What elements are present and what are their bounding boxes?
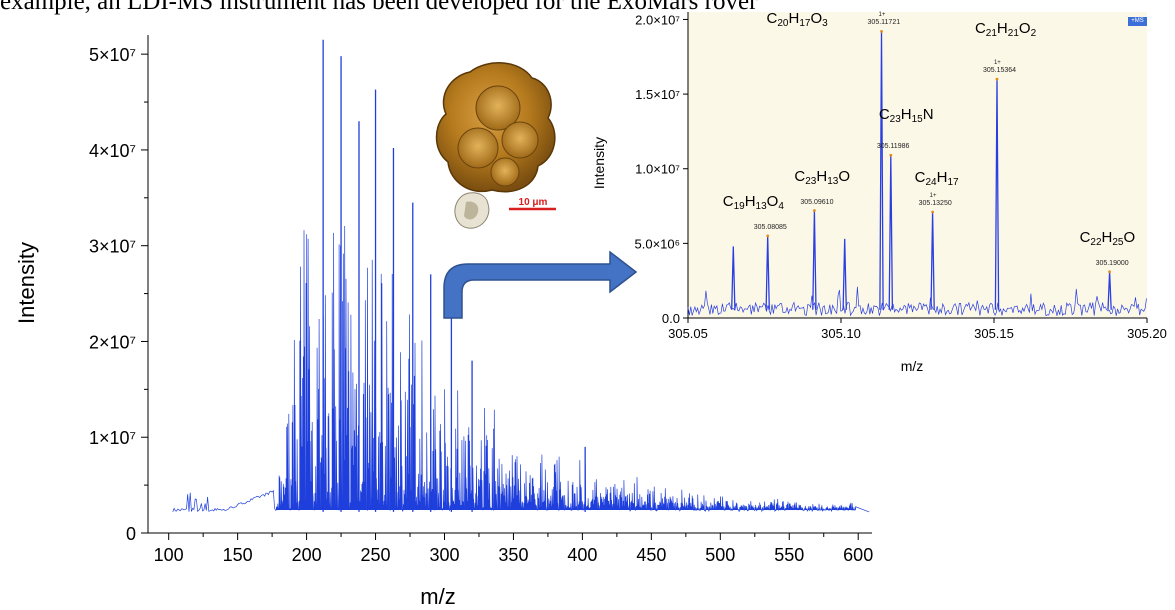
inset-peak-charge: 1+ <box>878 12 886 19</box>
main-x-tick-label: 100 <box>154 545 184 565</box>
inset-peak-marker <box>889 153 893 157</box>
main-spectrum-trace <box>172 225 870 513</box>
main-x-axis-label: m/z <box>420 584 455 609</box>
inset-peak <box>812 210 817 310</box>
main-x-tick-label: 400 <box>567 545 597 565</box>
inset-peak-value: 305.13250 <box>918 200 952 208</box>
main-y-tick-label: 2×10⁷ <box>89 332 136 352</box>
inset-formula-label: C19H13O4 <box>722 192 784 212</box>
inset-peak-marker <box>1108 270 1111 274</box>
main-y-ticks: 0 1×10⁷ 2×10⁷ 3×10⁷ 4×10⁷ 5×10⁷ <box>89 45 148 544</box>
inset-peak-marker <box>766 234 770 238</box>
inset-peak <box>842 238 847 310</box>
main-y-tick-label: 0 <box>126 524 136 544</box>
main-y-tick-label: 5×10⁷ <box>89 45 136 65</box>
inset-x-ticks: 305.05 305.10 305.15 305.20 <box>668 318 1167 341</box>
inset-peak <box>994 79 1000 310</box>
main-x-tick-label: 150 <box>223 545 253 565</box>
main-x-tick-label: 250 <box>361 545 391 565</box>
inset-peak-value: 305.08085 <box>753 223 787 231</box>
main-x-tick-label: 600 <box>843 545 873 565</box>
inset-peak <box>879 31 884 310</box>
ms-mode-badge: +MS <box>1128 17 1147 26</box>
main-x-tick-label: 550 <box>774 545 804 565</box>
main-x-tick-label: 450 <box>636 545 666 565</box>
main-y-axis-label: Intensity <box>14 242 39 324</box>
micrograph-scale-label: 10 μm <box>519 197 548 208</box>
inset-peak-value: 305.11721 <box>867 19 901 27</box>
inset-peak-value: 305.19000 <box>1095 259 1129 267</box>
inset-peak-marker <box>880 30 883 33</box>
inset-y-tick-label: 1.5×10⁷ <box>635 87 680 102</box>
inset-y-tick-label: 2.0×10⁷ <box>635 12 680 27</box>
main-y-tick-label: 3×10⁷ <box>89 237 136 257</box>
inset-x-tick-label: 305.05 <box>668 326 708 341</box>
microfossil-chamber <box>490 157 520 187</box>
inset-peak <box>888 155 894 310</box>
inset-y-ticks: 0.0 5.0×10⁶ 1.0×10⁷ 1.5×10⁷ 2.0×10⁷ <box>635 12 688 326</box>
inset-formula-label: C21H21O2 <box>974 20 1037 40</box>
inset-x-tick-label: 305.10 <box>821 326 861 341</box>
inset-y-tick-label: 5.0×10⁶ <box>635 236 680 251</box>
inset-y-tick-label: 0.0 <box>662 311 680 326</box>
inset-noise-trace <box>687 286 1147 317</box>
main-x-tick-label: 300 <box>429 545 459 565</box>
inset-chart-axes <box>687 12 1147 319</box>
microfossil-fragment-shade <box>464 201 479 220</box>
inset-formula-label: C22H25O <box>1079 228 1136 248</box>
inset-formula-label: C20H17O3 <box>766 10 828 30</box>
inset-peak-value: 305.11986 <box>876 143 910 151</box>
inset-peak <box>930 211 935 310</box>
inset-x-tick-label: 305.20 <box>1127 326 1167 341</box>
inset-peak-charge: 1+ <box>993 60 1001 67</box>
inset-spectrum-series <box>687 30 1147 317</box>
inset-peak-marker <box>812 209 816 212</box>
microfossil-micrograph: 10 μm <box>430 60 570 236</box>
inset-x-tick-label: 305.15 <box>974 326 1014 341</box>
inset-y-axis-label: Intensity <box>591 137 607 189</box>
main-spectrum-series <box>172 39 870 513</box>
inset-peak-value: 305.09610 <box>800 198 834 206</box>
inset-x-axis-label: m/z <box>901 358 924 374</box>
inset-chart-background <box>688 12 1147 318</box>
inset-peak-marker <box>995 77 999 81</box>
microfossil-chamber <box>501 121 539 159</box>
inset-peak <box>731 246 736 310</box>
inset-peak <box>765 235 770 310</box>
inset-formula-label: C23H13O <box>794 167 850 187</box>
main-chart-axes <box>147 35 872 534</box>
inset-peak-value: 305.15364 <box>982 67 1017 75</box>
inset-formula-label: C23H15N <box>878 106 934 126</box>
inset-peak-charge: 1+ <box>929 193 937 200</box>
main-x-tick-label: 350 <box>498 545 528 565</box>
inset-peak-marker <box>931 210 935 214</box>
main-y-tick-label: 1×10⁷ <box>89 428 136 448</box>
main-x-tick-label: 200 <box>292 545 322 565</box>
main-x-ticks: 100 150 200 250 300 350 400 450 500 550 600 <box>154 533 873 565</box>
main-y-tick-label: 4×10⁷ <box>89 141 136 161</box>
caption-text: example, an LDI-MS instrument has been d… <box>0 0 758 15</box>
main-x-tick-label: 500 <box>705 545 735 565</box>
microfossil-chamber <box>457 127 499 169</box>
inset-peak <box>1107 271 1112 310</box>
zoom-arrow-icon <box>443 250 638 319</box>
inset-y-tick-label: 1.0×10⁷ <box>635 162 680 177</box>
microfossil-chamber <box>475 85 521 131</box>
inset-formula-label: C24H17 <box>914 169 959 189</box>
